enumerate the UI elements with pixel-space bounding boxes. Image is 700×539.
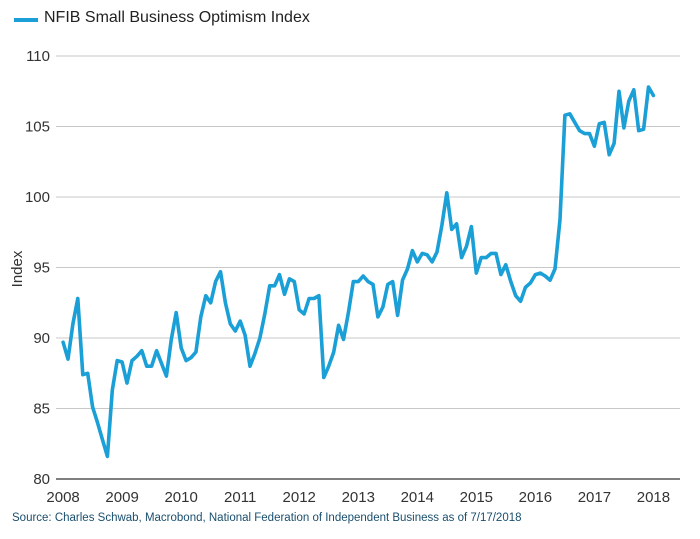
y-tick-label: 100	[25, 189, 50, 206]
y-tick-label: 110	[26, 48, 50, 65]
x-tick-label: 2008	[46, 489, 79, 506]
x-tick-label: 2011	[224, 489, 256, 506]
source-note: Source: Charles Schwab, Macrobond, Natio…	[12, 512, 522, 524]
legend-label: NFIB Small Business Optimism Index	[44, 9, 310, 26]
x-tick-label: 2014	[401, 489, 434, 506]
x-tick-label: 2017	[578, 489, 611, 506]
series-line	[61, 85, 656, 459]
y-tick-label: 90	[33, 330, 50, 347]
y-axis-title: Index	[9, 250, 26, 287]
x-tick-label: 2013	[342, 489, 375, 506]
y-tick-label: 105	[25, 119, 50, 136]
x-tick-label: 2016	[519, 489, 552, 506]
x-tick-label: 2009	[105, 489, 138, 506]
y-tick-label: 80	[33, 471, 50, 488]
x-tick-label: 2012	[283, 489, 316, 506]
x-tick-label: 2010	[164, 489, 197, 506]
y-tick-label: 85	[33, 401, 50, 418]
x-tick-label: 2018	[637, 489, 670, 506]
y-tick-labels: 80 85 90 95 100 105 110	[25, 48, 50, 488]
x-tick-label: 2015	[460, 489, 493, 506]
series-layer	[61, 85, 656, 459]
x-tick-labels: 2008 2009 2010 2011 2012 2013 2014 2015 2016 2017…	[46, 489, 670, 506]
y-tick-label: 95	[33, 260, 50, 277]
grid-lines	[56, 55, 680, 480]
